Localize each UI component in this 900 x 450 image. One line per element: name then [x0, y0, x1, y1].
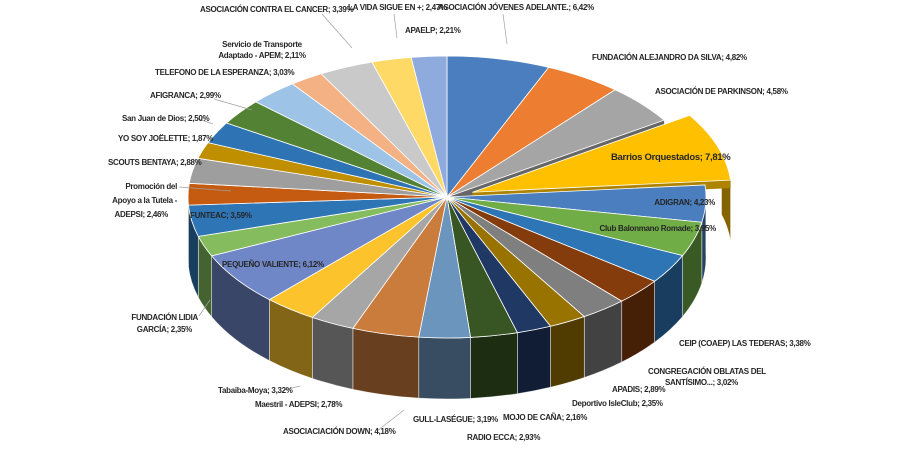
slice-label: ASOCIACIÓN JÓVENES ADELANTE.; 6,42%	[438, 3, 594, 12]
slice-label: CEIP (COAEP) LAS TEDERAS; 3,38%	[679, 339, 811, 348]
pie-slice[interactable]: APAELP; 2,21%	[410, 55, 448, 198]
slice-label: ASOCIACIÓN DE PARKINSON; 4,58%	[655, 87, 788, 96]
slice-label: Maestril - ADEPSI; 2,78%	[255, 400, 342, 409]
pie-slice-side	[352, 327, 420, 399]
pie-slice[interactable]: ASOCIACIÓN DE PARKINSON; 4,58%	[446, 89, 665, 198]
leader-line	[283, 385, 301, 391]
pie-slice[interactable]: Barrios Orquestados; 7,81%	[472, 114, 731, 193]
leader-line	[198, 118, 214, 125]
pie-slice-side	[517, 325, 551, 395]
leader-line	[502, 13, 508, 45]
slice-label: CONGREGACIÓN OBLATAS DEL	[648, 367, 766, 376]
slice-label: FUNDACIÓN ALEJANDRO DA SILVA; 4,82%	[592, 53, 747, 62]
slice-label: Apoyo a la Tutela -	[112, 196, 177, 205]
leader-line	[178, 186, 232, 192]
slice-label: ADEPSI; 2,46%	[115, 210, 169, 219]
slice-label: Servicio de Transporte	[222, 40, 303, 49]
slice-label: Barrios Orquestados; 7,81%	[611, 152, 731, 163]
leader-line	[213, 98, 253, 111]
slice-label: San Juan de Dios; 2,50%	[122, 114, 210, 123]
pie-depth-walls	[187, 153, 731, 400]
pie-slices: ASOCIACIÓN JÓVENES ADELANTE.; 6,42%FUNDA…	[187, 55, 731, 339]
slice-label: SCOUTS BENTAYA; 2,88%	[108, 158, 202, 167]
slice-label: AFIGRANCA; 2,99%	[150, 91, 221, 100]
leader-line	[321, 13, 353, 49]
slice-label: SANTÍSIMO...; 3,02%	[665, 378, 738, 387]
leader-line	[198, 299, 211, 317]
slice-label: Tabaiba-Moya; 3,32%	[218, 386, 293, 395]
slice-label: ASOCIACIACIÓN DOWN; 4,18%	[283, 427, 396, 436]
slice-label: LA VIDA SIGUE EN +; 2,47%	[348, 3, 447, 12]
slice-label: Club Balonmano Romade; 3,95%	[599, 224, 716, 233]
slice-label: ASOCIACIÓN CONTRA EL CANCER; 3,39%	[200, 5, 354, 14]
label-leader-lines	[178, 13, 508, 432]
slice-label: APAELP; 2,21%	[405, 26, 461, 35]
slice-label: RADIO ECCA; 2,93%	[467, 433, 540, 442]
slice-label: Adaptado - APEM; 2,11%	[218, 51, 306, 60]
pie-slice-side	[550, 316, 585, 388]
slice-label: ADIGRAN; 4,23%	[654, 198, 715, 207]
slice-label: Promoción del	[125, 182, 177, 191]
slice-label: FUNDACIÓN LIDIA	[131, 313, 198, 322]
slice-label: FUNTEAC; 3,59%	[190, 211, 252, 220]
leader-line	[376, 409, 405, 432]
slice-label: YO SOY JOËLETTE; 1,87%	[118, 134, 213, 143]
slice-label: GULL-LASÉGUE; 3,19%	[413, 415, 498, 424]
pie-slice-side	[418, 336, 471, 400]
pie-slice-side	[311, 316, 354, 390]
slice-label: TELEFONO DE LA ESPERANZA; 3,03%	[155, 68, 295, 77]
slice-label: GARCÍA; 2,35%	[137, 325, 192, 334]
slice-labels: ASOCIACIÓN JÓVENES ADELANTE.; 6,42% FUNDA…	[108, 3, 811, 442]
slice-label: Deportivo IsleClub; 2,35%	[572, 399, 663, 408]
pie-slice-side	[470, 332, 518, 399]
slice-label: APADIS; 2,89%	[612, 385, 665, 394]
slice-label: PEQUEÑO VALIENTE; 6,12%	[222, 260, 324, 269]
leader-line	[393, 13, 398, 39]
slice-label: MOJO DE CAÑA; 2,16%	[503, 413, 587, 422]
